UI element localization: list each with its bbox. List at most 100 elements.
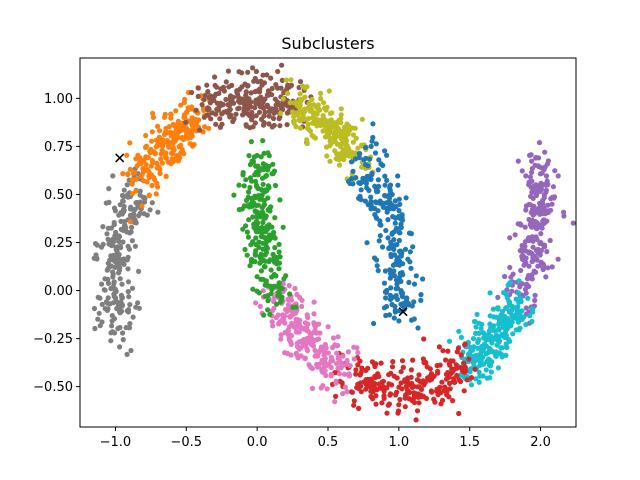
data-point [275,312,281,318]
data-point [538,180,544,186]
data-point [552,168,558,174]
data-point [543,189,549,195]
data-point [380,162,386,168]
data-point [397,248,403,254]
data-point [369,138,375,144]
data-point [195,85,201,91]
data-point [257,196,263,202]
data-point [370,396,376,402]
data-point [394,285,401,291]
data-point [380,204,387,210]
data-point [125,254,131,260]
data-point [400,364,406,370]
data-point [263,245,269,252]
data-point [257,260,263,266]
data-point [373,141,379,147]
data-point [260,161,266,167]
data-point [316,349,322,355]
data-point [119,303,125,309]
data-point [130,314,136,320]
data-point [473,376,479,382]
data-point [488,369,494,375]
data-point [351,398,357,404]
data-point [388,285,394,291]
data-point [125,266,131,272]
data-point [493,314,500,320]
data-point [202,92,208,98]
data-point [524,281,530,287]
data-point [550,184,557,190]
data-point [173,108,179,114]
data-point [386,401,392,407]
data-point [293,350,299,356]
data-point [350,181,356,187]
data-point [543,173,550,179]
data-point [129,191,135,197]
data-point [450,358,456,364]
data-point [551,195,557,201]
data-point [382,268,388,274]
data-point [443,357,449,363]
data-point [272,235,278,241]
data-point [400,261,406,267]
data-point [178,102,184,108]
data-point [476,369,482,375]
data-point [532,292,538,298]
data-point [266,113,272,119]
data-point [416,384,422,390]
data-point [141,158,147,164]
data-point [523,207,529,213]
data-point [456,410,462,417]
data-point [555,256,561,262]
data-point [394,258,400,264]
data-point [252,252,258,258]
data-point [517,248,523,254]
data-point [523,173,529,179]
data-point [402,303,408,309]
data-point [112,295,118,301]
data-point [206,125,212,131]
data-point [271,229,277,236]
data-point [240,170,246,176]
data-point [285,90,291,96]
data-point [149,200,155,206]
data-point [278,110,284,116]
data-point [347,151,353,157]
data-point [244,252,250,258]
data-point [351,344,357,350]
data-point [155,184,161,190]
data-point [527,237,534,243]
data-point [387,244,393,251]
data-point [249,178,255,184]
data-point [260,219,266,226]
data-point [478,325,484,331]
data-point [212,74,218,80]
x-tick-label: 0.5 [318,435,339,450]
data-point [217,116,223,122]
data-point [364,240,370,246]
data-point [349,389,355,395]
data-point [137,188,143,194]
data-point [325,324,331,330]
y-tick-label: −0.25 [33,332,73,347]
data-point [125,307,132,313]
data-point [271,110,277,116]
data-point [251,224,257,231]
data-point [163,173,169,179]
data-point [453,365,459,371]
data-point [261,263,268,270]
data-point [296,346,302,352]
data-point [276,241,282,247]
data-point [381,393,387,399]
data-point [169,145,176,151]
data-point [396,196,402,202]
data-point [336,162,343,168]
data-point [327,143,333,149]
x-tick-label: 1.5 [459,435,480,450]
data-point [161,114,168,120]
data-point [119,308,125,314]
data-point [311,299,317,305]
data-point [260,72,266,78]
data-point [349,125,355,131]
data-point [381,280,388,286]
